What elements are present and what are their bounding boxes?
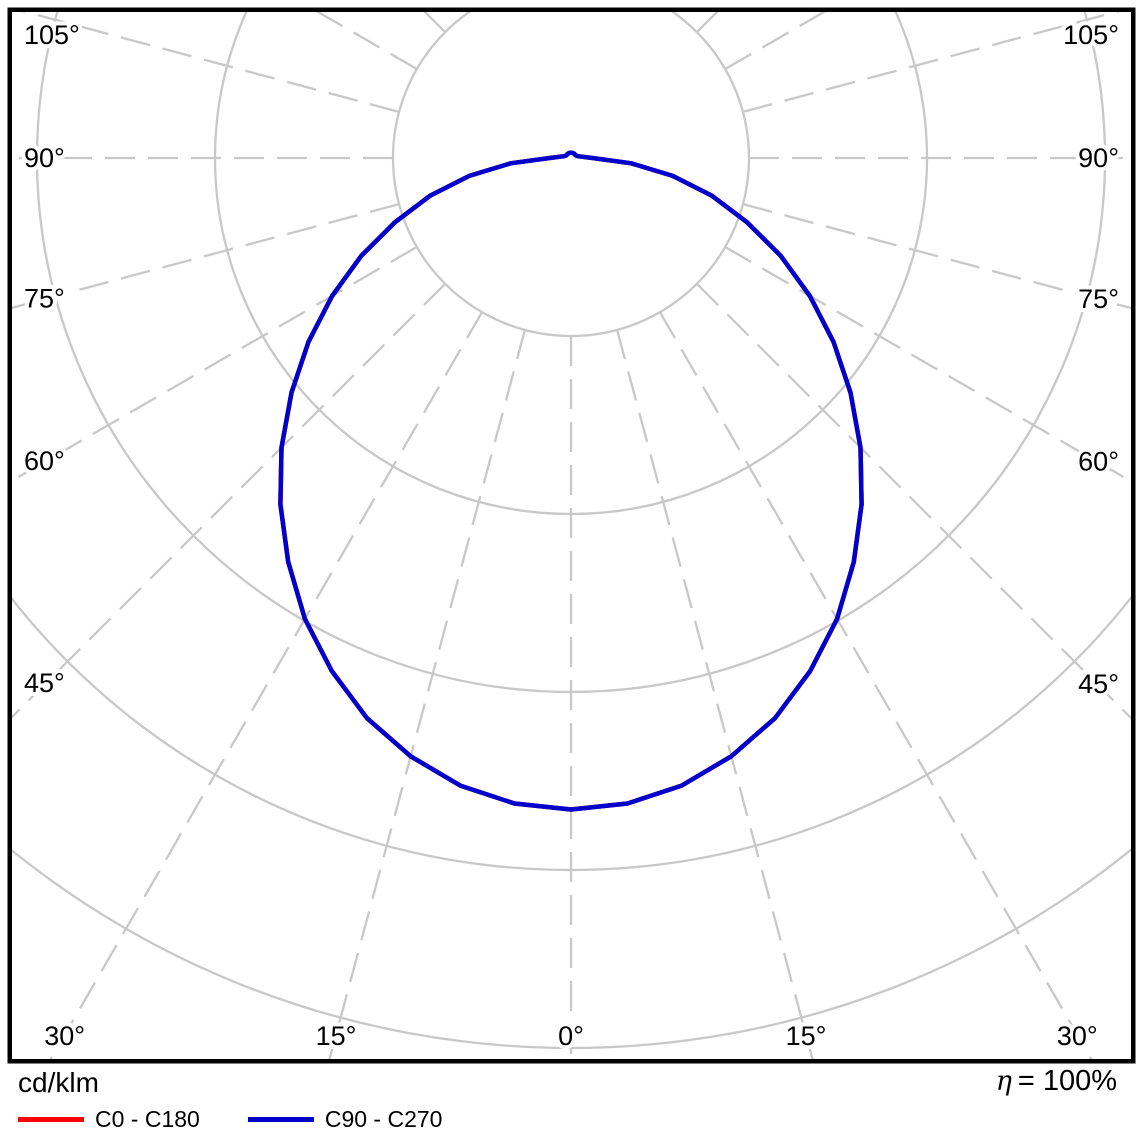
grid-ring: [391, 12, 751, 338]
legend-label-c90-c270: C90 - C270: [324, 1106, 443, 1132]
grid-ray: [696, 283, 1131, 720]
grid-ray: [742, 202, 1131, 310]
plot-area: [0, 0, 1143, 1059]
grid-ray: [0, 0, 482, 4]
grid-ray: [12, 246, 418, 483]
c90-c270-swatch: [247, 1117, 314, 1122]
angle-label: 60°: [1078, 447, 1119, 477]
polar-chart: 0° 15° 15° 30° 30° 45° 45° 60° 60° 75° 75° 90° 90° 10…: [0, 0, 1143, 1064]
angle-label: 75°: [1078, 284, 1119, 314]
angle-label: 45°: [1078, 669, 1119, 699]
grid-ray: [615, 329, 814, 1059]
efficiency-value: 100%: [1042, 1065, 1117, 1097]
angle-label: 75°: [24, 284, 65, 314]
angle-label: 15°: [316, 1021, 357, 1051]
legend: C0 - C180 C90 - C270: [18, 1106, 490, 1133]
grid-ray: [659, 311, 1093, 1059]
angle-label: 90°: [24, 143, 65, 173]
angle-label: 30°: [44, 1021, 85, 1051]
grid-ray: [49, 311, 483, 1059]
angle-label: 60°: [24, 446, 65, 476]
grid-ray: [12, 202, 400, 309]
grid-ray: [12, 283, 446, 719]
grid-ray: [21, 12, 400, 114]
grid-ray: [328, 329, 527, 1059]
grid-ray: [724, 246, 1131, 483]
eta-symbol: η: [995, 1066, 1012, 1097]
angle-label: 15°: [786, 1021, 827, 1051]
polar-grid: [0, 0, 1143, 1059]
c0-c180-swatch: [18, 1117, 84, 1122]
efficiency-label: η = 100%: [995, 1065, 1117, 1098]
angle-label: 45°: [24, 668, 65, 698]
grid-ray: [660, 0, 1143, 4]
efficiency-equals: =: [1017, 1065, 1035, 1097]
plot-border: [7, 7, 1136, 1064]
legend-label-c0-c180: C0 - C180: [95, 1106, 200, 1132]
angle-label: 105°: [24, 20, 80, 50]
angle-label: 90°: [1078, 143, 1119, 173]
photometric-polar-diagram: 0° 15° 15° 30° 30° 45° 45° 60° 60° 75° 75° 90° 90° 10…: [0, 0, 1143, 1064]
grid-ray: [742, 12, 1121, 114]
angle-label: 105°: [1063, 20, 1119, 50]
angle-label: 0°: [558, 1021, 584, 1051]
curve-c90-c270: [278, 150, 864, 812]
angle-label: 30°: [1057, 1021, 1098, 1051]
unit-label: cd/klm: [18, 1067, 99, 1098]
